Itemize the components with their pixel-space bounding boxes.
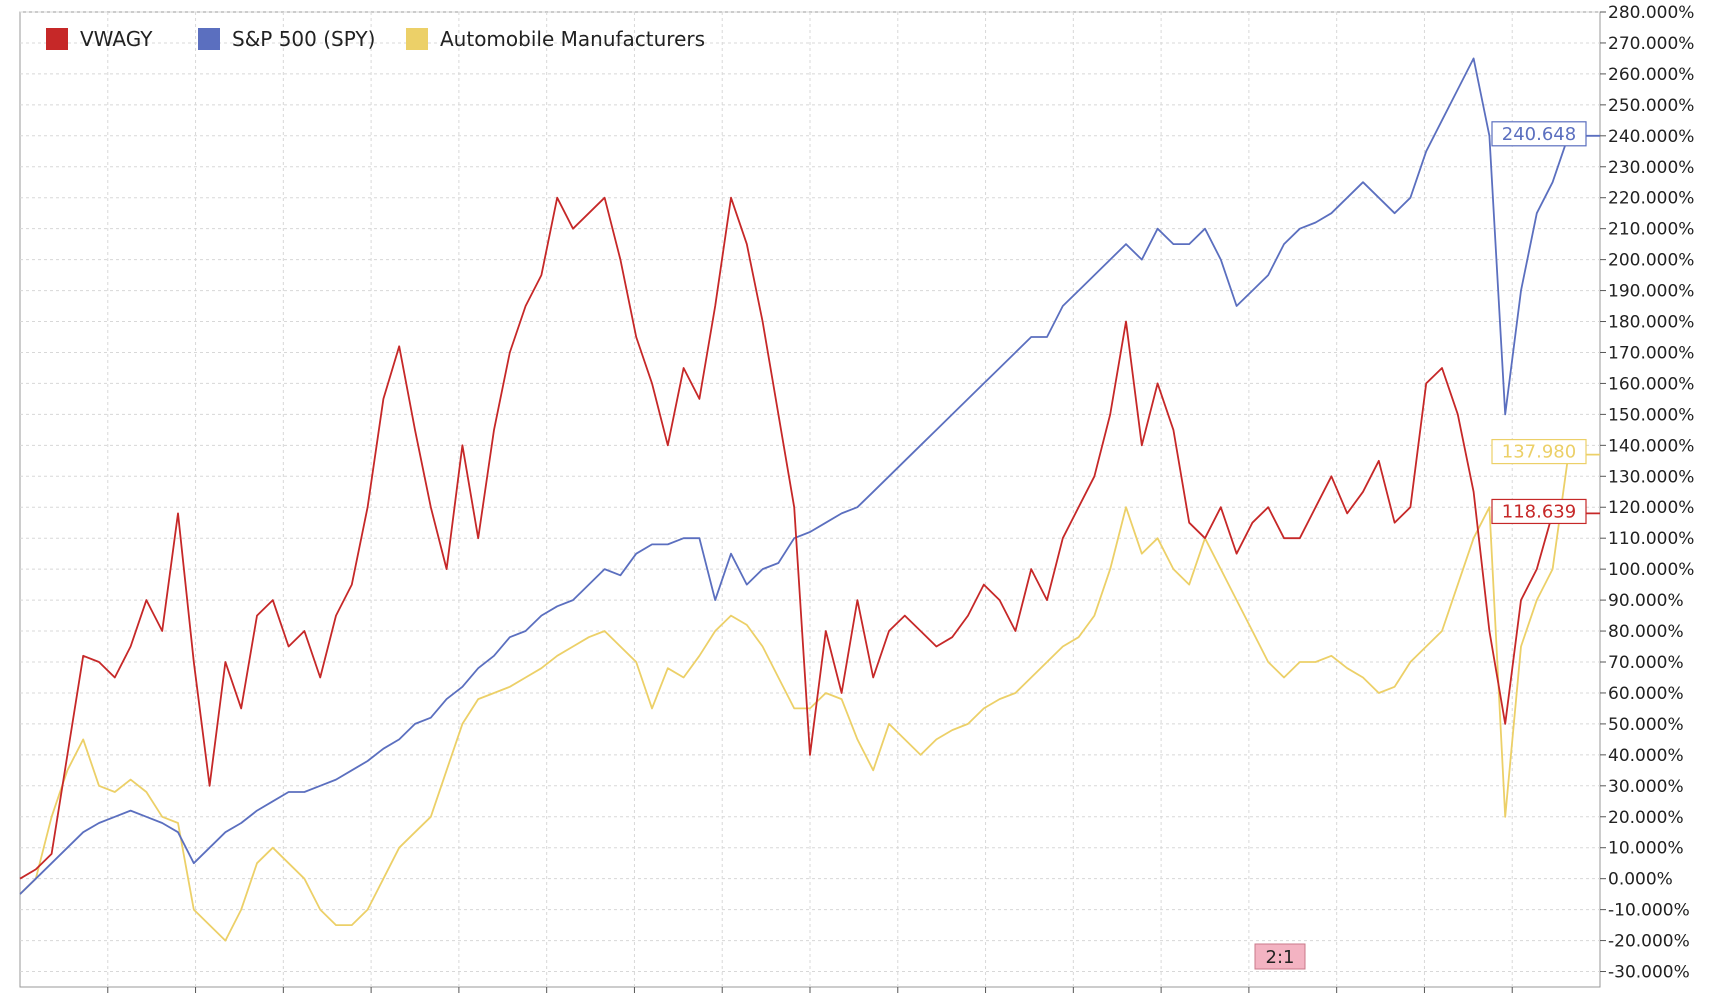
legend-label[interactable]: Automobile Manufacturers [440, 27, 705, 51]
y-tick-label: 0.000% [1608, 870, 1673, 890]
y-tick-label: 60.000% [1608, 684, 1684, 704]
y-tick-label: 220.000% [1608, 189, 1694, 209]
y-tick-label: 160.000% [1608, 374, 1694, 394]
y-tick-label: 10.000% [1608, 839, 1684, 859]
y-tick-label: 70.000% [1608, 653, 1684, 673]
y-axis: 280.000% 270.000% 260.000% 250.000% 240.000%… [1600, 3, 1694, 983]
y-tick-label: 190.000% [1608, 282, 1694, 302]
legend-swatch[interactable] [198, 28, 220, 50]
y-tick-label: 270.000% [1608, 34, 1694, 54]
y-tick-label: 280.000% [1608, 3, 1694, 23]
end-label-box [1491, 121, 1587, 147]
legend[interactable]: VWAGY S&P 500 (SPY) Automobile Manufacture… [46, 27, 705, 51]
legend-label[interactable]: S&P 500 (SPY) [232, 27, 375, 51]
end-label-value: 240.648 [1502, 124, 1576, 145]
y-tick-label: 90.000% [1608, 591, 1684, 611]
y-tick-label: -10.000% [1608, 901, 1690, 921]
legend-swatch[interactable] [46, 28, 68, 50]
end-label-box [1491, 438, 1587, 465]
split-badge-box [1254, 943, 1306, 970]
series-line-vwagy [19, 196, 1600, 880]
split-badge: 2:1 [1254, 943, 1306, 970]
series-line-automobile-manufacturers [19, 453, 1600, 942]
y-tick-label: 50.000% [1608, 715, 1684, 735]
y-tick-label: 110.000% [1608, 529, 1694, 549]
y-tick-label: 80.000% [1608, 622, 1684, 642]
y-tick-label: 30.000% [1608, 777, 1684, 797]
y-tick-label: -20.000% [1608, 932, 1690, 952]
y-tick-label: 200.000% [1608, 251, 1694, 271]
y-tick-label: 210.000% [1608, 220, 1694, 240]
y-tick-label: 100.000% [1608, 560, 1694, 580]
series-line-s-p-500-spy- [19, 57, 1600, 895]
grid [20, 11, 1600, 993]
y-tick-label: 120.000% [1608, 498, 1694, 518]
y-tick-label: 230.000% [1608, 158, 1694, 178]
y-tick-label: 40.000% [1608, 746, 1684, 766]
y-tick-label: 250.000% [1608, 96, 1694, 116]
end-label-value: 137.980 [1502, 442, 1576, 463]
legend-swatch[interactable] [406, 28, 428, 50]
split-badge-text: 2:1 [1266, 947, 1295, 968]
y-tick-label: 170.000% [1608, 343, 1694, 363]
y-tick-label: 130.000% [1608, 467, 1694, 487]
y-tick-label: 240.000% [1608, 127, 1694, 147]
y-tick-label: 260.000% [1608, 65, 1694, 85]
end-label-value: 118.639 [1502, 501, 1576, 522]
y-tick-label: 140.000% [1608, 436, 1694, 456]
y-tick-label: -30.000% [1608, 963, 1690, 983]
end-labels: 240.648 137.980 118.639 [1491, 121, 1587, 525]
y-tick-label: 150.000% [1608, 405, 1694, 425]
end-label-box [1491, 498, 1587, 525]
legend-label[interactable]: VWAGY [80, 27, 153, 51]
y-tick-label: 180.000% [1608, 313, 1694, 333]
series-group [19, 57, 1600, 942]
y-tick-label: 20.000% [1608, 808, 1684, 828]
